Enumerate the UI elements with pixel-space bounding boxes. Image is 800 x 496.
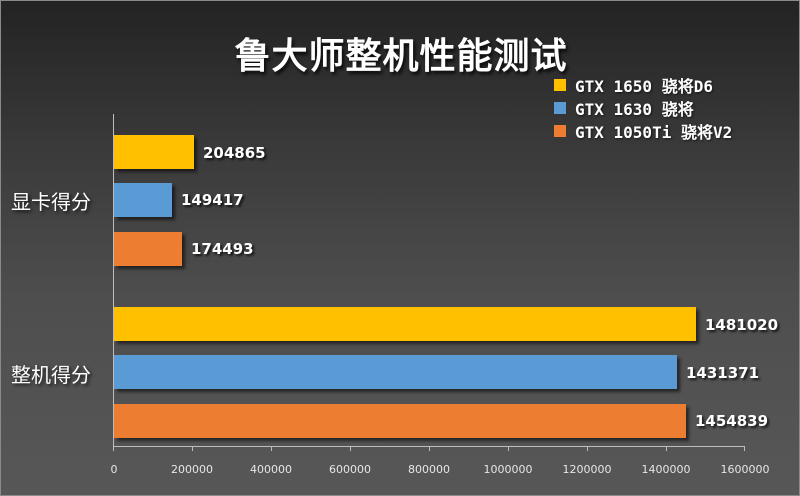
x-tick [666, 446, 667, 451]
bar-value-system-gtx1650: 1481020 [705, 316, 779, 334]
legend-label: GTX 1650 骁将D6 [575, 76, 713, 96]
x-tick [192, 446, 193, 451]
bar-gpu-gtx1650 [114, 135, 194, 169]
legend-item-gtx1630: GTX 1630 骁将 [554, 96, 732, 119]
bar-gpu-gtx1050ti [114, 232, 182, 266]
x-tick [271, 446, 272, 451]
legend-item-gtx1650: GTX 1650 骁将D6 [554, 73, 732, 96]
category-label-gpu-score: 显卡得分 [11, 190, 91, 214]
x-tick [429, 446, 430, 451]
x-tick-label: 800000 [408, 463, 450, 476]
x-tick-label: 1000000 [483, 463, 533, 476]
x-tick-label: 400000 [250, 463, 292, 476]
legend-label: GTX 1630 骁将 [575, 99, 694, 119]
bar-system-gtx1050ti [114, 404, 686, 438]
bar-value-system-gtx1050ti: 1454839 [695, 412, 769, 430]
x-tick-label: 1200000 [562, 463, 612, 476]
x-tick [744, 446, 745, 451]
bar-value-gpu-gtx1630: 149417 [181, 191, 244, 209]
chart-title: 鲁大师整机性能测试 [234, 36, 568, 77]
x-tick-label: 200000 [171, 463, 213, 476]
bar-value-system-gtx1630: 1431371 [686, 364, 760, 382]
x-tick [113, 446, 114, 451]
legend-swatch-icon [554, 78, 566, 91]
bar-system-gtx1650 [114, 307, 696, 341]
x-tick-label: 600000 [329, 463, 371, 476]
legend-label: GTX 1050Ti 骁将V2 [575, 122, 733, 142]
x-tick [350, 446, 351, 451]
x-tick-label: 0 [110, 463, 118, 476]
bar-system-gtx1630 [114, 355, 677, 389]
x-tick-label: 1600000 [720, 463, 770, 476]
bar-gpu-gtx1630 [114, 183, 172, 217]
x-tick-label: 1400000 [641, 463, 691, 476]
legend: GTX 1650 骁将D6 GTX 1630 骁将 GTX 1050Ti 骁将V… [554, 73, 732, 142]
category-label-system-score: 整机得分 [11, 363, 91, 387]
y-axis-line [113, 114, 114, 446]
x-tick [587, 446, 588, 451]
bar-value-gpu-gtx1650: 204865 [203, 144, 266, 162]
x-tick [508, 446, 509, 451]
legend-swatch-icon [554, 124, 566, 137]
legend-swatch-icon [554, 101, 566, 114]
legend-item-gtx1050ti: GTX 1050Ti 骁将V2 [554, 119, 732, 142]
bar-value-gpu-gtx1050ti: 174493 [191, 240, 254, 258]
